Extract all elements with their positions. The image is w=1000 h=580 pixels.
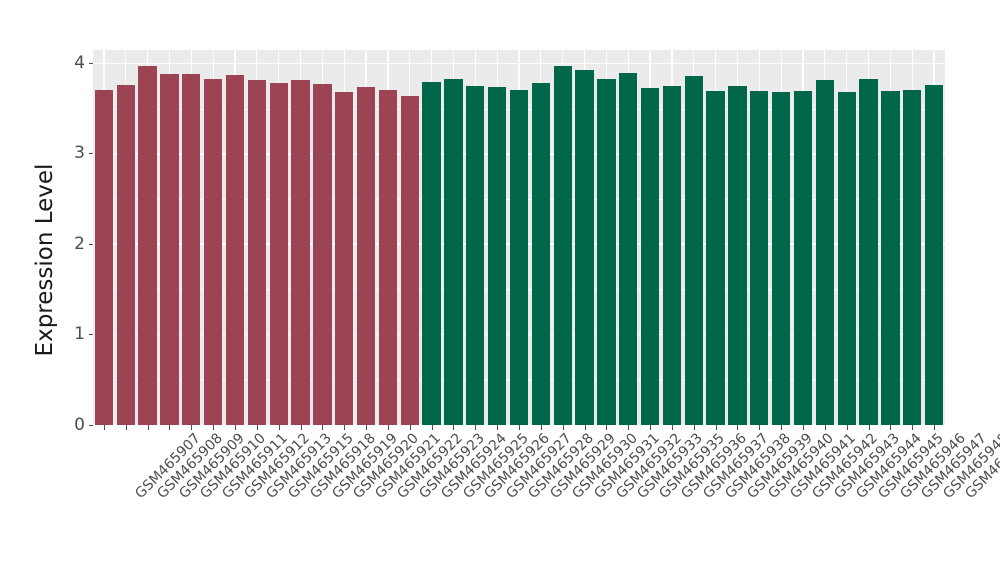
x-axis-tick-mark (628, 425, 630, 430)
y-axis-tick-mark (89, 424, 93, 426)
plot-panel (93, 50, 945, 426)
bar-series (93, 50, 945, 425)
bar (684, 76, 703, 425)
bar (182, 74, 201, 425)
bar (203, 78, 223, 425)
bar (924, 85, 944, 425)
x-axis-tick-mark (584, 425, 586, 430)
x-axis-tick-mark (278, 425, 280, 430)
bar (531, 83, 550, 425)
y-axis-tick-mark (89, 153, 93, 155)
bar (837, 92, 856, 425)
x-axis-tick-mark (366, 425, 368, 430)
x-axis-tick-mark (562, 425, 564, 430)
x-axis-tick-mark (824, 425, 826, 430)
x-axis-tick-mark (322, 425, 324, 430)
bar (728, 86, 747, 425)
bar (881, 90, 900, 425)
x-axis-tick-mark (103, 425, 105, 430)
x-axis-tick-mark (147, 425, 149, 430)
x-axis-tick-mark (846, 425, 848, 430)
x-axis-tick-mark (453, 425, 455, 430)
bar (313, 84, 332, 425)
bar (160, 74, 179, 425)
x-axis-tick-mark (497, 425, 499, 430)
bar (619, 72, 638, 425)
bar (247, 79, 266, 425)
bar (116, 85, 135, 425)
y-axis-tick-mark (89, 243, 93, 245)
bar (771, 92, 791, 425)
bar (793, 90, 813, 425)
x-axis-tick-mark (803, 425, 804, 430)
bar (466, 86, 485, 425)
bar (94, 89, 114, 425)
x-axis-tick-mark (300, 425, 302, 430)
bar (815, 79, 834, 425)
y-axis-tick-label: 1 (74, 324, 85, 345)
y-axis-tick-mark (89, 63, 93, 65)
bar (444, 78, 463, 425)
x-axis-tick-mark (519, 425, 520, 430)
x-axis-tick-mark (409, 425, 411, 430)
x-axis-tick-mark (213, 425, 215, 430)
x-axis-tick-mark (759, 425, 761, 430)
x-axis-tick-mark (169, 425, 171, 430)
bar (291, 79, 310, 425)
x-axis-tick-mark (475, 425, 477, 430)
bar (662, 86, 682, 425)
x-axis-tick-mark (737, 425, 739, 430)
bar (509, 89, 529, 425)
x-axis-tick-mark (671, 425, 673, 430)
x-axis-tick-mark (431, 425, 433, 430)
bar (269, 83, 288, 425)
y-axis-ticks: 0 1 2 3 4 (0, 0, 93, 580)
bar (356, 87, 376, 425)
x-axis-tick-mark (912, 425, 914, 430)
x-axis-tick-mark (256, 425, 258, 430)
x-axis-ticks (93, 425, 945, 431)
bar (400, 96, 419, 425)
y-axis-tick-label: 2 (74, 233, 85, 254)
bar (553, 66, 572, 425)
bar (859, 78, 878, 425)
x-axis-tick-labels: GSM465907 GSM465908 GSM465909 GSM465910 GSM4… (93, 430, 1000, 580)
bar (750, 90, 769, 425)
y-axis-tick-label: 3 (74, 143, 85, 164)
x-axis-tick-mark (191, 425, 193, 430)
y-axis-tick-mark (89, 334, 93, 336)
x-axis-tick-mark (387, 425, 389, 430)
x-axis-tick-mark (540, 425, 542, 430)
x-axis-tick-mark (344, 425, 346, 430)
x-axis-tick-mark (235, 425, 236, 430)
x-axis-tick-mark (715, 425, 717, 430)
bar (640, 87, 660, 425)
bar (706, 90, 725, 425)
y-axis-tick-label: 4 (74, 53, 85, 74)
x-axis-tick-mark (693, 425, 695, 430)
bar (422, 81, 441, 425)
x-axis-tick-mark (650, 425, 652, 430)
bar (335, 92, 354, 425)
x-axis-tick-mark (125, 425, 127, 430)
bar (575, 69, 594, 425)
x-axis-tick-mark (934, 425, 936, 430)
x-axis-tick-mark (890, 425, 892, 430)
bar (597, 78, 616, 425)
bar (903, 89, 922, 425)
bar (378, 89, 398, 425)
x-axis-tick-mark (781, 425, 783, 430)
x-axis-tick-mark (606, 425, 608, 430)
y-axis-tick-label: 0 (74, 414, 85, 435)
bar (487, 87, 507, 425)
bar (138, 66, 157, 425)
bar (225, 75, 245, 425)
x-axis-tick-mark (868, 425, 870, 430)
